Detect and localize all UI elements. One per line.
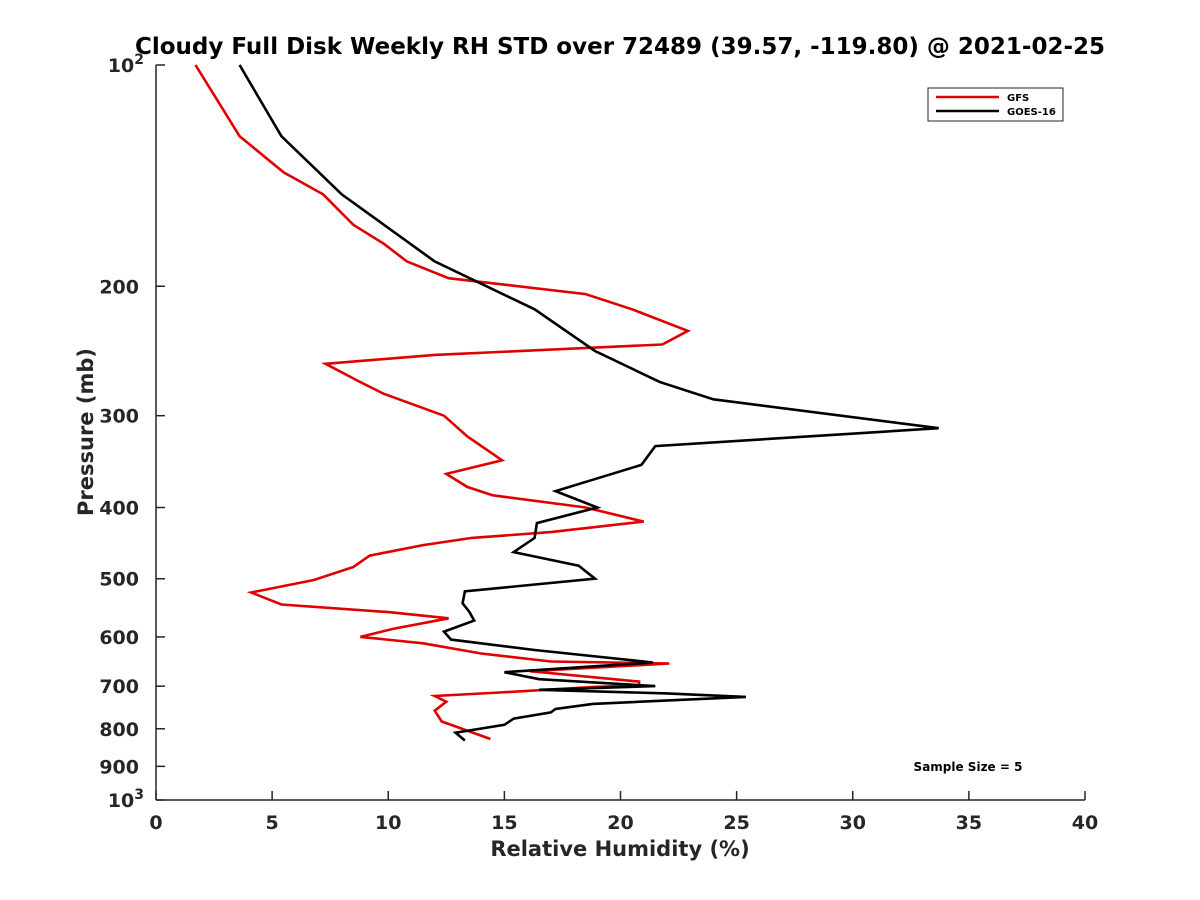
series-line-goes16	[238, 64, 939, 742]
x-tick-label: 20	[607, 812, 633, 834]
y-tick-label: 900	[99, 756, 139, 778]
y-tick-label: 700	[99, 676, 139, 698]
y-tick-label: 400	[99, 498, 139, 520]
x-tick-label: 0	[149, 812, 162, 834]
y-tick-label: 500	[99, 569, 139, 591]
y-tick-label: 200	[99, 276, 139, 298]
x-tick-label: 35	[956, 812, 982, 834]
y-axis-ticks: 102 200 300 400 500 600 700 800 900 103	[99, 52, 165, 812]
chart-title: Cloudy Full Disk Weekly RH STD over 7248…	[135, 34, 1105, 60]
x-tick-label: 40	[1072, 812, 1098, 834]
y-tick-label: 102	[108, 52, 144, 77]
x-axis-label: Relative Humidity (%)	[490, 837, 749, 861]
y-tick-label: 800	[99, 719, 139, 741]
series-line-gfs	[194, 64, 692, 741]
legend-label-gfs: GFS	[1007, 93, 1029, 104]
legend-label-goes16: GOES-16	[1007, 107, 1056, 118]
x-tick-label: 5	[266, 812, 279, 834]
x-tick-label: 30	[840, 812, 866, 834]
y-tick-label: 600	[99, 627, 139, 649]
series-lines	[194, 64, 939, 742]
y-tick-label: 103	[108, 787, 144, 812]
y-axis-label: Pressure (mb)	[74, 348, 98, 516]
y-tick-label: 300	[99, 406, 139, 428]
x-tick-label: 10	[375, 812, 401, 834]
sample-size-annotation: Sample Size = 5	[914, 760, 1023, 774]
x-tick-label: 15	[491, 812, 517, 834]
x-tick-label: 25	[723, 812, 749, 834]
legend: GFS GOES-16	[927, 87, 1064, 122]
x-axis-ticks: 0 5 10 15 20 25 30 35 40	[149, 791, 1098, 834]
legend-box	[927, 87, 1064, 122]
